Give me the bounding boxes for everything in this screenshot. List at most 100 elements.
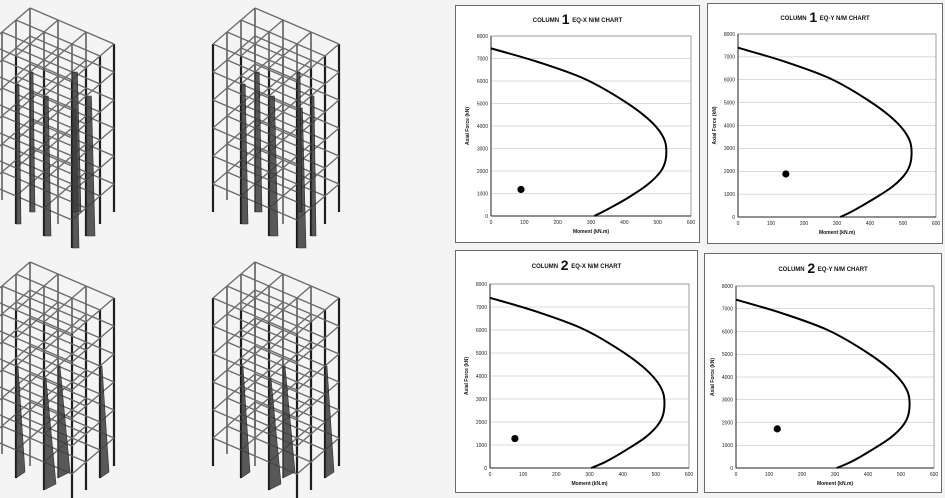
frame-member: [15, 55, 45, 69]
frame-member: [71, 349, 87, 363]
x-tick-label: 300: [833, 221, 842, 227]
frame-member: [0, 386, 17, 395]
frame-member: [240, 385, 270, 399]
frame-member: [282, 71, 298, 85]
frame-member: [296, 71, 326, 85]
frame-member: [15, 289, 31, 303]
frame-member: [15, 301, 45, 315]
frame-member: [324, 155, 340, 169]
frame-member: [226, 19, 242, 33]
frame-member: [1, 47, 17, 61]
chart-title-prefix: COLUMN: [778, 267, 805, 273]
y-tick-label: 5000: [722, 352, 733, 358]
frame-member: [212, 115, 228, 129]
frame-member: [99, 43, 115, 57]
frame-member: [282, 309, 312, 323]
building-frame-drawings: [0, 7, 341, 498]
frame-member: [212, 341, 228, 355]
frame-member: [85, 449, 101, 463]
frame-member: [240, 393, 270, 407]
x-tick-label: 400: [864, 472, 873, 478]
frame-member: [85, 313, 115, 327]
frame-member: [212, 437, 242, 451]
chart-title: COLUMN 1 EQ-Y N/M CHART: [708, 9, 942, 25]
frame-member: [85, 421, 101, 435]
x-tick-label: 0: [737, 221, 740, 227]
x-tick-label: 100: [519, 472, 528, 478]
frame-member: [1, 59, 31, 73]
frame-member: [226, 47, 242, 61]
load-point: [782, 170, 790, 178]
frame-member: [296, 425, 312, 439]
frame-member: [29, 7, 59, 21]
load-point: [517, 185, 525, 194]
y-tick-label: 2000: [724, 169, 735, 175]
frame-member: [99, 297, 115, 311]
force-diagram: [296, 71, 303, 213]
y-tick-label: 7000: [724, 55, 735, 61]
frame-member: [0, 414, 17, 423]
frame-member: [282, 183, 298, 197]
frame-member: [268, 365, 284, 379]
force-diagram: [71, 71, 82, 213]
interaction-curve: [490, 47, 668, 217]
frame-member: [268, 329, 284, 343]
frame-member: [15, 393, 45, 407]
frame-member: [282, 55, 312, 69]
frame-member: [268, 83, 284, 97]
frame-member: [240, 345, 256, 359]
frame-member: [212, 87, 228, 101]
frame-member: [254, 369, 270, 383]
frame-member: [296, 433, 312, 447]
force-diagram: [240, 365, 251, 479]
building-frame: [0, 261, 116, 498]
frame-member: [43, 67, 73, 81]
load-point: [511, 434, 519, 443]
building-frame: [0, 7, 116, 249]
frame-member: [282, 19, 312, 33]
frame-member: [1, 75, 17, 89]
frame-member: [212, 127, 242, 141]
frame-member: [71, 433, 87, 447]
frame-member: [324, 183, 340, 197]
frame-member: [296, 377, 312, 391]
force-diagram: [282, 365, 296, 479]
frame-member: [212, 353, 242, 367]
frame-member: [15, 329, 45, 343]
x-tick-label: 100: [767, 221, 776, 227]
y-tick-label: 3000: [477, 146, 488, 152]
frame-member: [29, 313, 45, 327]
frame-member: [57, 353, 73, 367]
frame-member: [282, 357, 312, 371]
frame-member: [29, 285, 45, 299]
frame-member: [240, 43, 256, 57]
chart-plot: 0 1000 2000 3000 4000 5000 6000 7000 8000 0 100 200…: [710, 284, 938, 487]
frame-member: [29, 35, 59, 49]
frame-member: [99, 99, 115, 113]
chart-plot: 0 1000 2000 3000 4000 5000 6000 7000 8000 0 100 200…: [465, 34, 695, 235]
frame-member: [43, 365, 59, 379]
y-tick-label: 3000: [724, 146, 735, 152]
frame-member: [226, 385, 242, 399]
frame-member: [324, 353, 340, 367]
frame-member: [29, 297, 59, 311]
frame-member: [1, 357, 17, 371]
frame-member: [1, 159, 17, 173]
chart-title-number: 2: [807, 260, 816, 276]
frame-member: [29, 63, 59, 77]
frame-member: [296, 297, 326, 311]
frame-member: [282, 301, 312, 315]
frame-member: [226, 131, 242, 145]
frame-member: [15, 317, 31, 331]
frame-member: [282, 329, 312, 343]
frame-member: [212, 381, 242, 395]
frame-member: [15, 345, 31, 359]
frame-member: [0, 358, 17, 367]
frame-member: [15, 309, 45, 323]
frame-member: [15, 63, 31, 77]
frame-member: [296, 349, 312, 363]
frame-member: [310, 59, 340, 73]
frame-member: [43, 357, 59, 371]
frame-member: [226, 75, 242, 89]
frame-member: [15, 7, 31, 21]
